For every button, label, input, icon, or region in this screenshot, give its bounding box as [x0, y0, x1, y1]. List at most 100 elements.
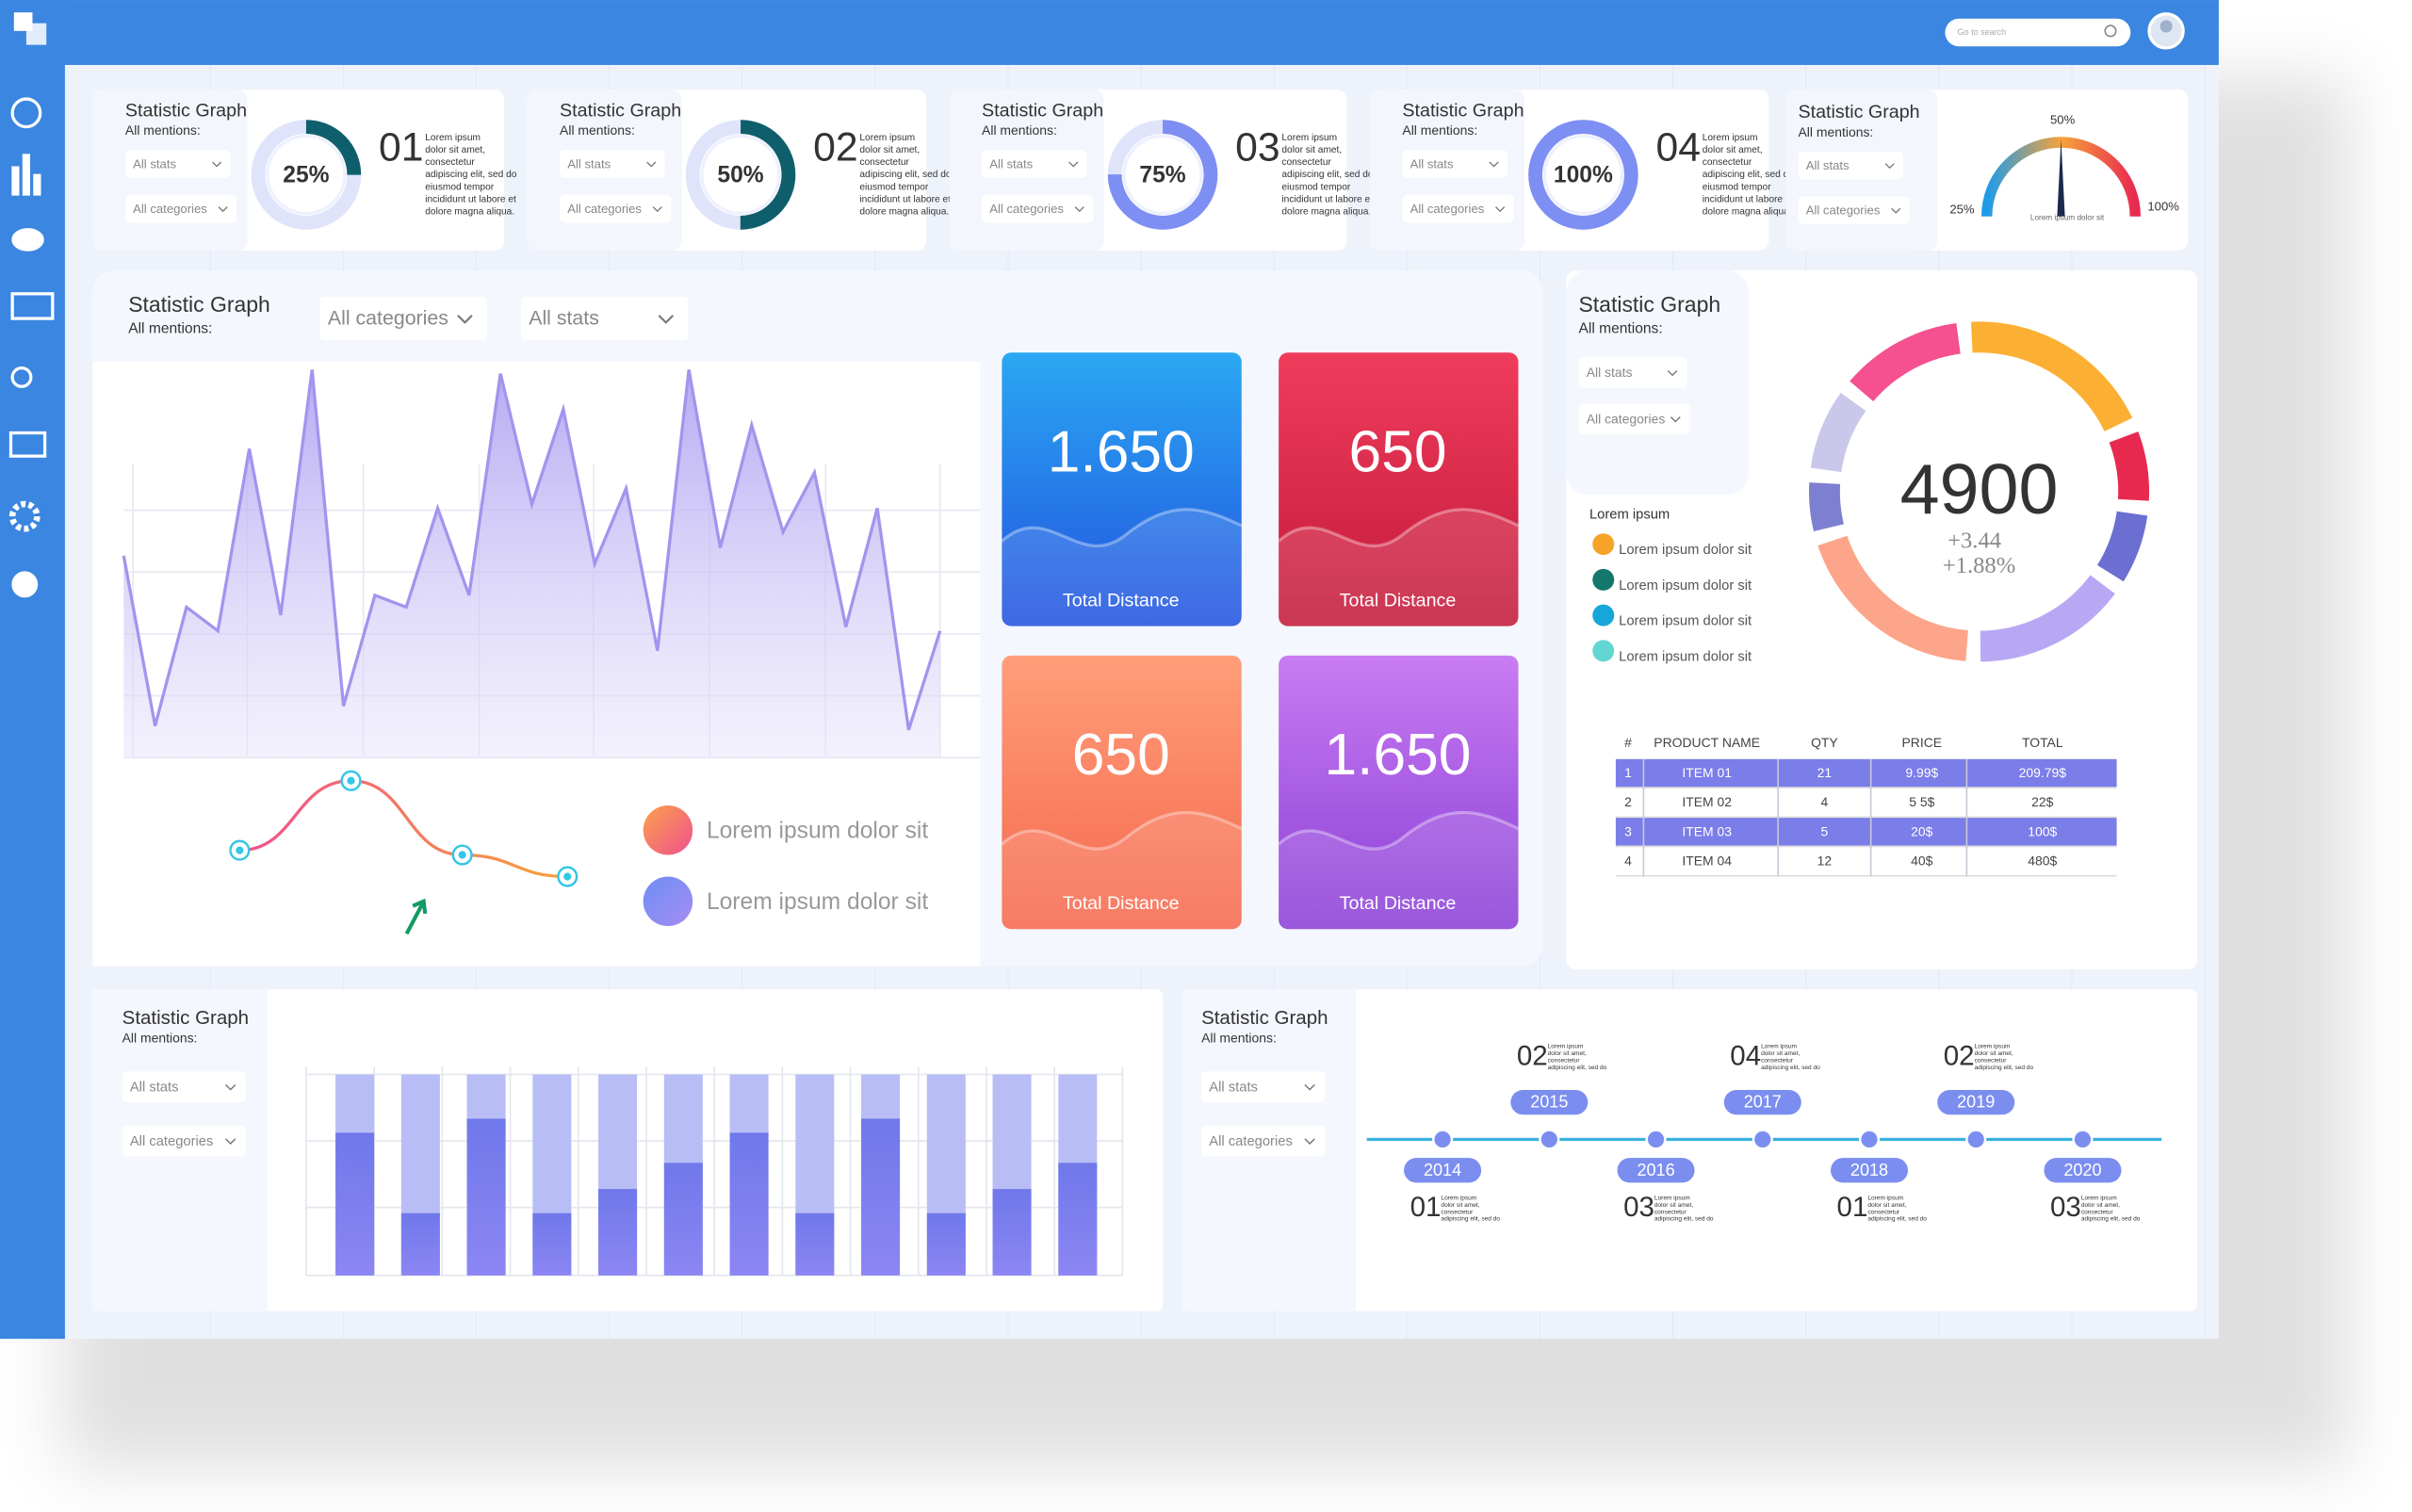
donut-ring — [1122, 134, 1203, 216]
tile — [1279, 655, 1519, 930]
table-cell: 4 — [1624, 854, 1632, 869]
nav-users[interactable] — [11, 571, 39, 598]
card-text: eiusmod tempor — [425, 182, 494, 192]
card-text: dolor sit amet, — [425, 145, 485, 155]
table-header: # — [1624, 735, 1632, 750]
table-row — [1615, 847, 2117, 875]
dropdown[interactable] — [122, 1071, 246, 1103]
gauge-caption: Lorem ipsum dolor sit — [2030, 214, 2105, 222]
dropdown-label: All stats — [529, 307, 599, 330]
card-text: eiusmod tempor — [1703, 182, 1771, 192]
card-subtitle: All mentions: — [1578, 321, 1662, 337]
table-cell: 40$ — [1911, 854, 1933, 869]
nav-stats[interactable] — [33, 173, 41, 196]
card-text: incididunt ut labore et — [1281, 194, 1373, 204]
area-fill — [123, 369, 940, 758]
event-text: Lorem ipsum — [1441, 1195, 1476, 1202]
year-pill — [1404, 1158, 1482, 1183]
chevron — [224, 1138, 236, 1146]
event-number: 01 — [1837, 1192, 1868, 1223]
dropdown-label: All stats — [989, 156, 1033, 171]
dropdown[interactable] — [1201, 1125, 1326, 1157]
event-text: Lorem ipsum — [1654, 1195, 1690, 1202]
legend-label: Lorem ipsum dolor sit — [1619, 578, 1752, 593]
legend-swatch — [1592, 533, 1615, 556]
dropdown[interactable] — [560, 194, 672, 223]
event-text: Lorem ipsum — [2081, 1195, 2117, 1202]
dropdown[interactable] — [1402, 150, 1508, 178]
donut-segment — [1817, 535, 1969, 661]
legend-label: Lorem ipsum dolor sit — [1619, 614, 1752, 629]
tile — [1002, 655, 1242, 930]
card-number: 01 — [379, 124, 423, 170]
tile-wave-line — [1001, 508, 1243, 548]
search-icon[interactable] — [2104, 24, 2117, 38]
dropdown[interactable] — [124, 150, 231, 178]
line-series — [239, 779, 568, 879]
card-text: incididunt ut labore et — [1703, 194, 1794, 204]
nav-mail[interactable] — [8, 431, 47, 458]
nav-chat[interactable] — [11, 228, 44, 252]
search-box[interactable] — [1945, 18, 2131, 47]
dropdown[interactable] — [122, 1125, 246, 1157]
card-text: consectetur — [1703, 157, 1752, 168]
event-number: 03 — [1623, 1192, 1654, 1223]
card-subtitle: All mentions: — [982, 122, 1057, 138]
dropdown[interactable] — [1798, 196, 1910, 224]
table-row — [1615, 758, 2117, 788]
chevron — [224, 1083, 236, 1091]
dropdown[interactable] — [124, 194, 237, 223]
nav-settings[interactable] — [8, 500, 41, 532]
bar — [335, 1132, 375, 1276]
dropdown[interactable] — [982, 150, 1087, 178]
card-text: dolore magna aliqua. — [1703, 207, 1792, 218]
table-cell: 22$ — [2031, 794, 2054, 809]
chevron — [1074, 206, 1084, 213]
year-label: 2016 — [1637, 1161, 1674, 1179]
table-cell: ITEM 04 — [1682, 854, 1732, 869]
dropdown[interactable] — [319, 297, 487, 341]
timeline-dot — [1752, 1129, 1773, 1150]
dropdown[interactable] — [1201, 1071, 1326, 1103]
card-subtitle: All mentions: — [1201, 1030, 1277, 1045]
event-text: adipiscing elit, sed do — [2081, 1216, 2141, 1223]
legend-label: Lorem ipsum dolor sit — [707, 818, 928, 843]
nav-stats[interactable] — [11, 166, 20, 196]
timeline-dot — [2072, 1129, 2094, 1150]
table-cell: ITEM 03 — [1682, 823, 1732, 838]
donut-segment — [1980, 575, 2115, 662]
dropdown[interactable] — [1402, 194, 1514, 223]
dropdown[interactable] — [560, 150, 665, 178]
nav-screens[interactable] — [10, 292, 55, 320]
tile-value: 650 — [1072, 723, 1170, 788]
tile-label: Total Distance — [1340, 893, 1457, 914]
dropdown[interactable] — [521, 297, 689, 341]
year-label: 2017 — [1744, 1093, 1782, 1112]
year-pill — [1723, 1089, 1801, 1115]
line-point-dot — [236, 846, 244, 854]
dropdown-label: All categories — [1587, 411, 1666, 426]
year-label: 2018 — [1850, 1161, 1888, 1179]
dropdown-label: All categories — [328, 307, 448, 330]
card-text: adipiscing elit, sed do — [425, 170, 516, 180]
dropdown[interactable] — [1798, 151, 1904, 180]
chevron — [212, 161, 222, 168]
chevron — [1068, 161, 1079, 168]
nav-stats[interactable] — [22, 154, 30, 196]
table-cell: 5 — [1821, 823, 1829, 838]
legend-swatch — [643, 805, 693, 855]
dropdown[interactable] — [982, 194, 1094, 223]
dropdown-label: All categories — [567, 202, 642, 216]
donut-ring — [1542, 134, 1624, 216]
legend-label: Lorem ipsum dolor sit — [707, 889, 928, 915]
nav-search[interactable] — [10, 366, 33, 388]
dropdown[interactable] — [1578, 357, 1687, 388]
year-pill — [1510, 1089, 1589, 1115]
bar — [532, 1212, 572, 1276]
dropdown[interactable] — [1578, 403, 1690, 435]
nav-profile[interactable] — [10, 97, 42, 129]
legend-swatch — [1592, 640, 1615, 662]
card-title: Statistic Graph — [560, 100, 681, 121]
year-label: 2014 — [1424, 1161, 1461, 1179]
event-text: adipiscing elit, sed do — [1867, 1216, 1927, 1223]
